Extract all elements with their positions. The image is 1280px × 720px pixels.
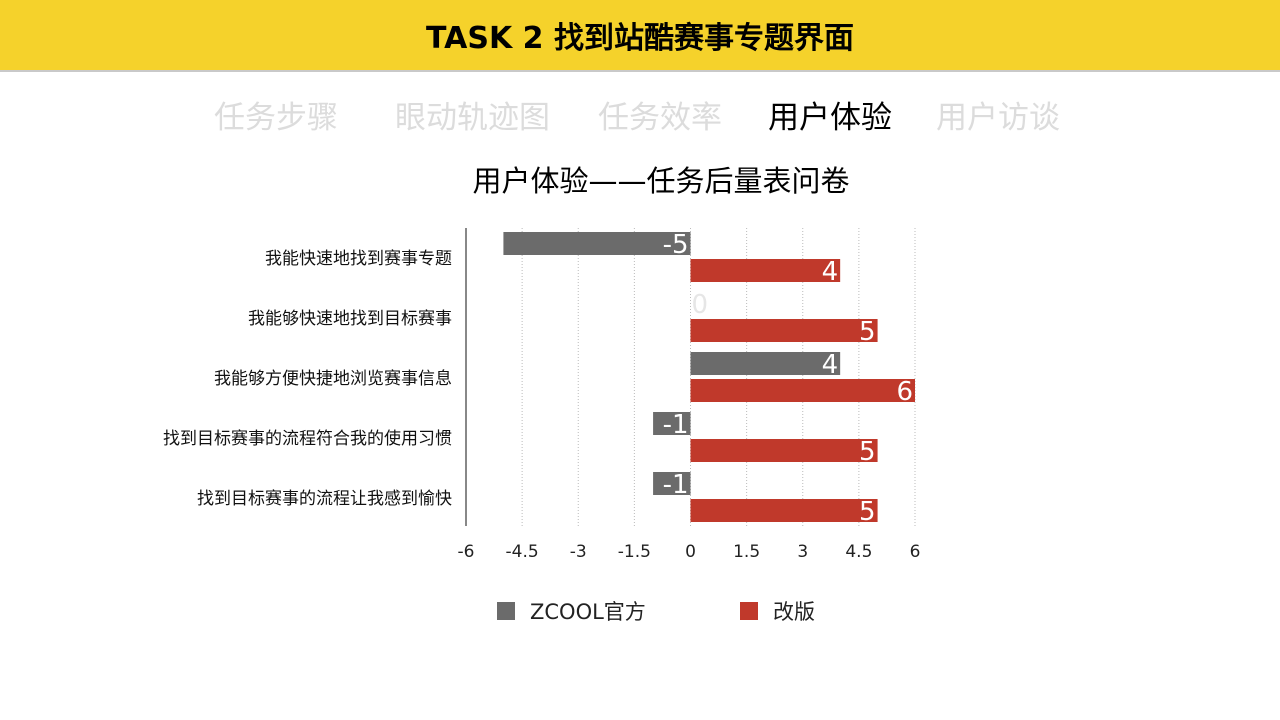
category-label: 我能够快速地找到目标赛事 [248, 308, 452, 329]
data-label: 5 [859, 317, 876, 347]
data-label: 5 [859, 497, 876, 527]
x-tick-label: 4.5 [845, 542, 872, 562]
data-label: -5 [663, 230, 689, 260]
tab-task-steps[interactable]: 任务步骤 [214, 100, 338, 136]
category-label: 找到目标赛事的流程让我感到愉快 [197, 488, 452, 509]
data-label: 6 [896, 377, 913, 407]
legend-swatch [740, 602, 758, 620]
bar-zcool [653, 472, 691, 495]
bar-zcool [690, 352, 841, 375]
x-tick-label: -3 [570, 542, 587, 562]
category-label: 我能够方便快捷地浏览赛事信息 [214, 368, 452, 389]
category-label: 找到目标赛事的流程符合我的使用习惯 [163, 428, 452, 449]
data-label: -1 [663, 470, 689, 500]
tab-task-efficiency[interactable]: 任务效率 [598, 100, 722, 136]
data-label: -1 [663, 410, 689, 440]
x-tick-label: -4.5 [506, 542, 539, 562]
bar-zcool [503, 232, 691, 255]
data-label: 0 [692, 290, 709, 320]
bar-zcool [653, 412, 691, 435]
category-label: 我能快速地找到赛事专题 [265, 248, 452, 269]
bar-redesign [690, 319, 878, 342]
page-title: TASK 2 找到站酷赛事专题界面 [426, 21, 854, 56]
tab-eye-tracking[interactable]: 眼动轨迹图 [395, 100, 550, 136]
tab-user-interview[interactable]: 用户访谈 [936, 100, 1060, 136]
x-tick-label: -6 [458, 542, 475, 562]
bar-redesign [690, 259, 841, 282]
x-tick-label: -1.5 [618, 542, 651, 562]
data-label: 4 [822, 350, 839, 380]
x-tick-label: 6 [910, 542, 921, 562]
data-label: 4 [822, 257, 839, 287]
bar-redesign [690, 379, 915, 402]
legend-swatch [497, 602, 515, 620]
chart-title: 用户体验——任务后量表问卷 [472, 164, 849, 198]
tab-bar: 任务步骤 眼动轨迹图 任务效率 用户体验 用户访谈 [0, 92, 1280, 138]
x-tick-label: 3 [797, 542, 808, 562]
legend-label: ZCOOL官方 [530, 600, 646, 624]
data-label: 5 [859, 437, 876, 467]
x-tick-label: 1.5 [733, 542, 760, 562]
header-bar: TASK 2 找到站酷赛事专题界面 [0, 0, 1280, 72]
bar-redesign [690, 499, 878, 522]
legend-label: 改版 [773, 600, 815, 624]
x-tick-label: 0 [685, 542, 696, 562]
tab-user-experience[interactable]: 用户体验 [768, 100, 892, 136]
bar-redesign [690, 439, 878, 462]
